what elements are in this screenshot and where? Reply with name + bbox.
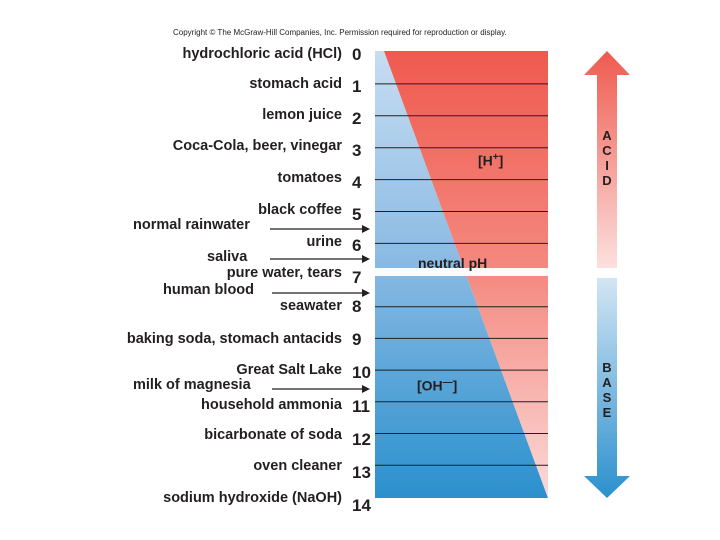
pointer-arrows: [270, 225, 370, 393]
substance-label: Great Salt Lake: [236, 362, 342, 378]
substance-label: baking soda, stomach antacids: [126, 331, 342, 347]
substance-label: stomach acid: [249, 76, 342, 92]
base-arrow: [584, 278, 630, 498]
substance-label: lemon juice: [262, 107, 342, 123]
substance-label: urine: [306, 234, 342, 250]
pointer-arrowhead: [362, 289, 370, 297]
ph-number-12: 12: [352, 429, 371, 449]
substance-label: bicarbonate of soda: [204, 427, 342, 443]
substance-label: sodium hydroxide (NaOH): [163, 490, 342, 506]
hydroxide-ion-label: [OH—]: [417, 377, 458, 394]
pointer-arrowhead: [362, 255, 370, 263]
pointer-label: saliva: [207, 249, 248, 265]
ph-number-5: 5: [352, 204, 362, 224]
ph-number-1: 1: [352, 76, 362, 96]
pointer-label: normal rainwater: [133, 217, 250, 233]
substance-label: household ammonia: [201, 397, 342, 413]
copyright-notice: Copyright © The McGraw-Hill Companies, I…: [173, 28, 507, 37]
substance-label: tomatoes: [277, 170, 342, 186]
neutral-ph-label: neutral pH: [418, 255, 488, 271]
pointer-arrowhead: [362, 225, 370, 233]
ph-number-9: 9: [352, 330, 362, 350]
ph-number-8: 8: [352, 297, 362, 316]
neutral-band: [375, 268, 548, 276]
substance-label: Coca-Cola, beer, vinegar: [172, 138, 342, 154]
pointer-label: milk of magnesia: [133, 377, 251, 393]
substance-label: seawater: [279, 298, 342, 314]
ph-number-0: 0: [352, 45, 362, 64]
substance-label: oven cleaner: [253, 458, 342, 474]
ph-number-10: 10: [352, 363, 371, 383]
ph-divider-lines: [375, 83, 548, 466]
ph-number-4: 4: [352, 172, 362, 192]
ph-number-11: 11: [352, 396, 370, 416]
ph-number-7: 7: [352, 268, 362, 288]
pointer-label: human blood: [163, 282, 255, 298]
acid-arrow: [584, 51, 630, 268]
ph-number-3: 3: [352, 140, 362, 160]
hydrogen-ion-label: [H+]: [478, 152, 504, 169]
ph-number-13: 13: [352, 463, 371, 482]
ph-number-6: 6: [352, 236, 362, 256]
substance-label: hydrochloric acid (HCl): [182, 46, 342, 62]
pointer-arrowhead: [362, 385, 370, 393]
substance-label: black coffee: [258, 202, 342, 218]
substance-label: pure water, tears: [226, 265, 342, 281]
ph-number-14: 14: [352, 496, 371, 516]
ph-number-2: 2: [352, 108, 362, 128]
